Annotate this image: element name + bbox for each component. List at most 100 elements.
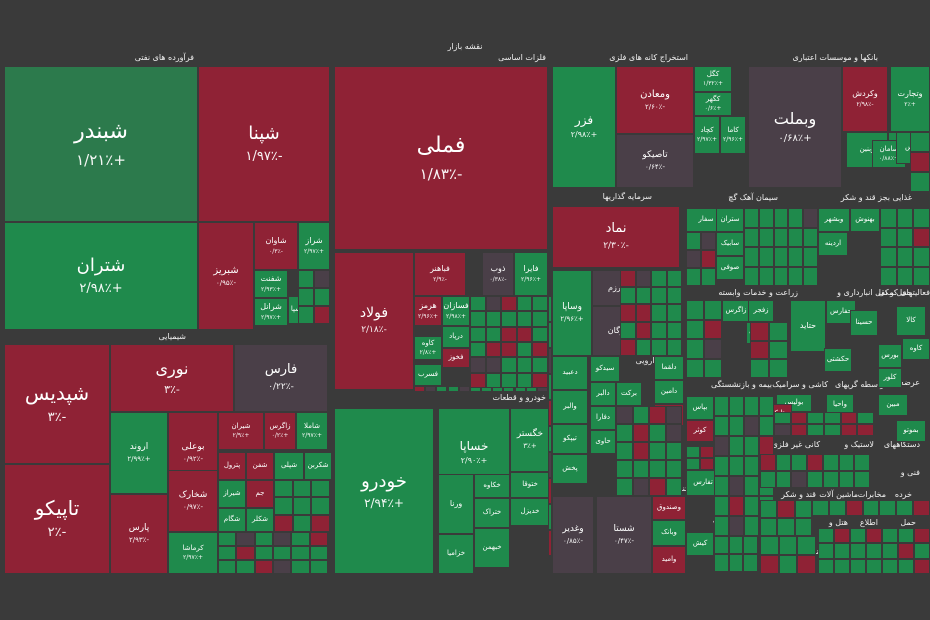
small-ticker-tile[interactable] (744, 496, 759, 516)
small-ticker-tile[interactable] (620, 338, 636, 356)
small-ticker-tile[interactable] (759, 396, 774, 416)
small-ticker-tile[interactable] (797, 555, 816, 574)
small-ticker-tile[interactable] (744, 266, 759, 286)
small-ticker-tile[interactable] (686, 358, 704, 378)
small-ticker-tile[interactable] (898, 558, 914, 574)
small-ticker-tile[interactable] (850, 528, 866, 544)
small-ticker-tile[interactable] (616, 460, 633, 478)
small-ticker-tile[interactable] (666, 304, 682, 322)
treemap-tile[interactable]: شستا -۰/۴۷٪ (596, 496, 652, 574)
small-ticker-tile[interactable] (548, 374, 552, 400)
small-ticker-tile[interactable] (548, 504, 552, 530)
small-ticker-tile[interactable] (314, 306, 330, 324)
small-ticker-tile[interactable] (701, 250, 716, 268)
small-ticker-tile[interactable] (651, 321, 667, 339)
small-ticker-tile[interactable] (665, 424, 682, 442)
small-ticker-tile[interactable] (760, 518, 778, 536)
treemap-tile[interactable]: درپاد (442, 326, 470, 348)
small-ticker-tile[interactable] (218, 560, 237, 574)
treemap-tile[interactable]: شفنت +۲/۹۳٪ (254, 270, 288, 298)
treemap-tile[interactable]: ستران (716, 208, 744, 232)
small-ticker-tile[interactable] (485, 326, 502, 342)
small-ticker-tile[interactable] (913, 266, 930, 286)
small-ticker-tile[interactable] (254, 560, 273, 574)
small-ticker-tile[interactable] (665, 406, 682, 424)
small-ticker-tile[interactable] (649, 406, 666, 424)
small-ticker-tile[interactable] (803, 247, 818, 267)
small-ticker-tile[interactable] (532, 342, 548, 358)
treemap-tile[interactable]: بهنوش (850, 208, 880, 232)
small-ticker-tile[interactable] (273, 560, 292, 574)
treemap-tile[interactable]: دامین (654, 380, 684, 404)
small-ticker-tile[interactable] (649, 424, 666, 442)
small-ticker-tile[interactable] (714, 416, 729, 436)
treemap-tile[interactable]: فملی -۱/۸۳٪ (334, 66, 548, 250)
treemap-tile[interactable]: حکشتی (824, 348, 852, 372)
small-ticker-tile[interactable] (913, 247, 930, 267)
small-ticker-tile[interactable] (548, 530, 552, 556)
treemap-tile[interactable]: شپنا -۱/۹۷٪ (198, 66, 330, 222)
small-ticker-tile[interactable] (714, 396, 729, 416)
treemap-tile[interactable]: فخوز (442, 348, 470, 368)
treemap-tile[interactable]: خزامیا (438, 534, 474, 574)
small-ticker-tile[interactable] (896, 227, 914, 247)
small-ticker-tile[interactable] (862, 500, 880, 516)
small-ticker-tile[interactable] (447, 386, 459, 392)
small-ticker-tile[interactable] (254, 532, 273, 546)
small-ticker-tile[interactable] (896, 500, 914, 516)
small-ticker-tile[interactable] (274, 497, 293, 515)
small-ticker-tile[interactable] (834, 558, 850, 574)
small-ticker-tile[interactable] (744, 227, 759, 247)
treemap-tile[interactable]: زاگرس (722, 300, 750, 322)
treemap-tile[interactable]: وغدیر -۰/۸۵٪ (552, 496, 594, 574)
small-ticker-tile[interactable] (759, 416, 774, 436)
small-ticker-tile[interactable] (791, 454, 808, 471)
small-ticker-tile[interactable] (850, 558, 866, 574)
small-ticker-tile[interactable] (838, 454, 855, 471)
treemap-tile[interactable]: ختوقا (510, 472, 550, 498)
small-ticker-tile[interactable] (236, 546, 255, 560)
small-ticker-tile[interactable] (729, 496, 744, 516)
small-ticker-tile[interactable] (635, 287, 651, 305)
small-ticker-tile[interactable] (218, 546, 237, 560)
small-ticker-tile[interactable] (291, 560, 310, 574)
small-ticker-tile[interactable] (470, 296, 486, 312)
small-ticker-tile[interactable] (866, 543, 882, 559)
small-ticker-tile[interactable] (777, 500, 795, 518)
small-ticker-tile[interactable] (729, 476, 744, 496)
treemap-tile[interactable]: کگل +۱/۳۲٪ (694, 66, 732, 92)
treemap-tile[interactable]: حسینا (850, 310, 878, 336)
treemap-tile[interactable]: فارس -۰/۲۲٪ (234, 344, 328, 412)
small-ticker-tile[interactable] (913, 227, 930, 247)
treemap-tile[interactable]: وتجارت +۲٪ (890, 66, 930, 132)
small-ticker-tile[interactable] (620, 321, 636, 339)
treemap-tile[interactable]: شرانل +۲/۹۷٪ (254, 298, 288, 326)
small-ticker-tile[interactable] (760, 471, 776, 488)
treemap-tile[interactable]: شپدیس -۳٪ (4, 344, 110, 464)
small-ticker-tile[interactable] (822, 454, 839, 471)
small-ticker-tile[interactable] (744, 416, 759, 436)
small-ticker-tile[interactable] (879, 500, 897, 516)
small-ticker-tile[interactable] (632, 478, 649, 496)
small-ticker-tile[interactable] (818, 558, 834, 574)
treemap-tile[interactable]: فولاد -۲/۱۸٪ (334, 252, 414, 390)
small-ticker-tile[interactable] (834, 528, 850, 544)
small-ticker-tile[interactable] (788, 247, 804, 267)
treemap-tile[interactable]: فسرب (414, 364, 442, 386)
small-ticker-tile[interactable] (729, 456, 744, 476)
small-ticker-tile[interactable] (750, 340, 769, 360)
treemap-tile[interactable]: ومعادن -۲/۶۰٪ (616, 66, 694, 134)
treemap-tile[interactable]: مبین (878, 394, 908, 416)
small-ticker-tile[interactable] (896, 247, 914, 267)
small-ticker-tile[interactable] (898, 528, 914, 544)
small-ticker-tile[interactable] (311, 480, 330, 498)
small-ticker-tile[interactable] (857, 412, 874, 424)
small-ticker-tile[interactable] (616, 424, 633, 442)
small-ticker-tile[interactable] (704, 339, 722, 359)
treemap-tile[interactable]: شکلر (246, 508, 274, 532)
small-ticker-tile[interactable] (744, 247, 759, 267)
small-ticker-tile[interactable] (273, 532, 292, 546)
small-ticker-tile[interactable] (880, 266, 897, 286)
small-ticker-tile[interactable] (632, 406, 649, 424)
small-ticker-tile[interactable] (686, 232, 701, 250)
